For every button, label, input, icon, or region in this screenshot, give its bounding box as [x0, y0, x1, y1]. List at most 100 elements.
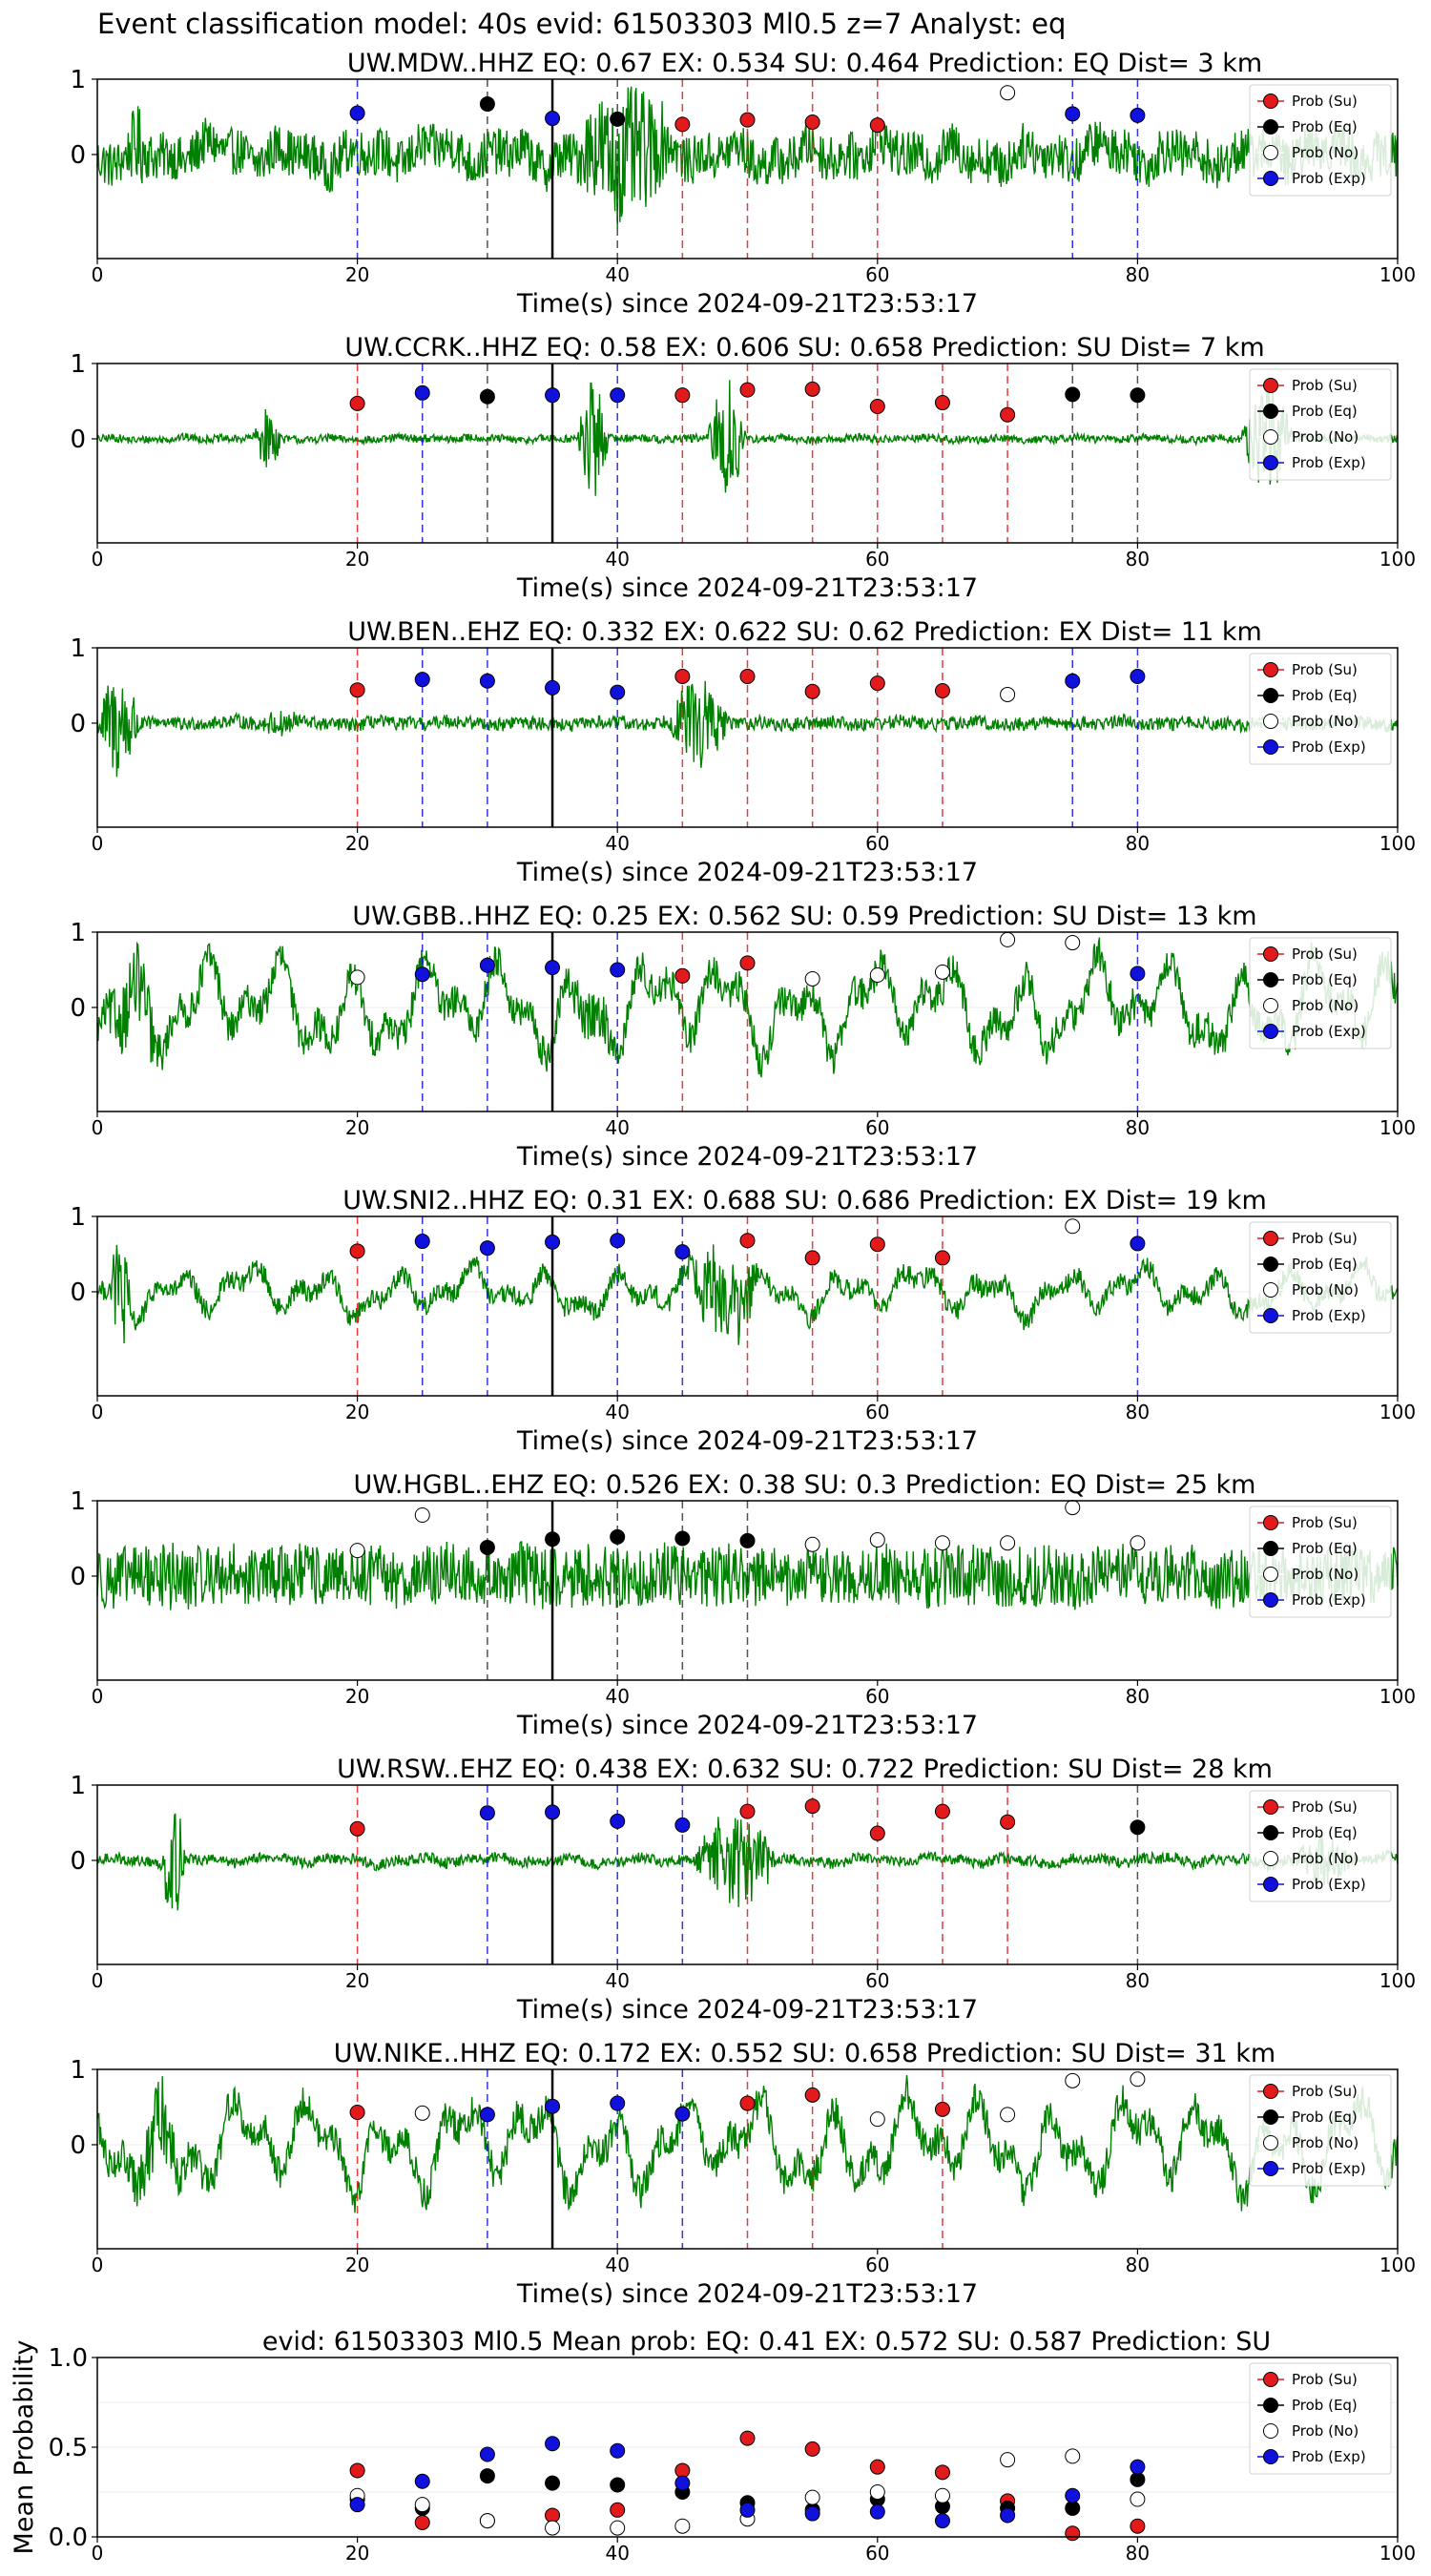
y-tick-label: 1.0: [49, 2344, 88, 2373]
panel-1-legend: [1249, 84, 1392, 197]
prob-marker-eq: [610, 111, 626, 127]
mean-panel-legend-label-no: Prob (No): [1292, 2422, 1358, 2440]
x-tick-label: 20: [345, 548, 369, 571]
x-tick-label: 80: [1126, 1969, 1150, 1992]
prob-marker-exp: [479, 2107, 495, 2123]
panel-5-legend-label-su: Prob (Su): [1292, 1230, 1358, 1247]
prob-marker-su: [1000, 1814, 1016, 1830]
mean-probability-panel: evid: 61503303 Ml0.5 Mean prob: EQ: 0.41…: [10, 2327, 1416, 2565]
panel-3-legend-label-eq: Prob (Eq): [1292, 687, 1358, 704]
panel-1-legend-marker-su: [1263, 93, 1278, 109]
panel-1-legend-label-exp: Prob (Exp): [1292, 170, 1366, 187]
panel-1-legend-marker-no: [1263, 145, 1278, 160]
station-panel-8: UW.NIKE..HHZ EQ: 0.172 EX: 0.552 SU: 0.6…: [70, 2039, 1416, 2309]
x-axis-label: Time(s) since 2024-09-21T23:53:17: [516, 2279, 978, 2309]
x-tick-label: 80: [1126, 2254, 1150, 2276]
panel-1-legend-label-su: Prob (Su): [1292, 93, 1358, 110]
prob-marker-su: [739, 382, 756, 398]
x-tick-label: 80: [1126, 2542, 1150, 2565]
prob-marker-su: [934, 1250, 950, 1266]
x-axis-label: Time(s) since 2024-09-21T23:53:17: [516, 1711, 978, 1740]
x-axis-label: Time(s) since 2024-09-21T23:53:17: [516, 573, 978, 603]
prob-marker-no: [869, 967, 885, 984]
x-tick-label: 100: [1379, 1969, 1416, 1992]
prob-marker-su: [739, 1803, 756, 1819]
mean-marker-eq: [479, 2468, 495, 2484]
prob-marker-su: [349, 1243, 365, 1259]
prob-marker-exp: [1130, 1236, 1146, 1252]
prob-marker-su: [804, 381, 820, 397]
panel-8-legend-marker-exp: [1263, 2161, 1278, 2176]
x-tick-label: 20: [345, 1685, 369, 1708]
x-tick-label: 20: [345, 832, 369, 855]
prob-marker-eq: [1130, 1819, 1146, 1836]
panel-title: UW.BEN..EHZ EQ: 0.332 EX: 0.622 SU: 0.62…: [347, 617, 1262, 647]
prob-marker-exp: [545, 960, 561, 976]
mean-marker-no: [610, 2520, 626, 2536]
prob-marker-exp: [545, 679, 561, 696]
waveform-trace: [96, 1813, 1399, 1911]
panel-7-legend-label-no: Prob (No): [1292, 1850, 1358, 1867]
prob-marker-su: [739, 2095, 756, 2111]
y-tick-label: 0: [70, 1847, 86, 1876]
prob-marker-eq: [739, 1532, 756, 1548]
prob-marker-eq: [479, 388, 495, 405]
mean-marker-su: [610, 2502, 626, 2518]
x-tick-label: 100: [1379, 1401, 1416, 1423]
panel-6-legend-marker-exp: [1263, 1592, 1278, 1608]
panel-title: UW.CCRK..HHZ EQ: 0.58 EX: 0.606 SU: 0.65…: [344, 333, 1264, 363]
x-tick-label: 0: [92, 1401, 104, 1423]
mean-marker-su: [739, 2430, 756, 2446]
mean-panel-legend-marker-su: [1263, 2372, 1278, 2387]
prob-marker-su: [869, 399, 885, 415]
plot-frame: [96, 1500, 1399, 1681]
prob-marker-su: [934, 395, 950, 411]
x-tick-label: 40: [605, 1969, 629, 1992]
panel-title: UW.NIKE..HHZ EQ: 0.172 EX: 0.552 SU: 0.6…: [334, 2039, 1275, 2068]
prob-marker-exp: [414, 384, 430, 401]
y-tick-label: 0: [70, 2131, 86, 2160]
mean-marker-su: [414, 2514, 430, 2530]
panel-5-legend: [1249, 1221, 1392, 1334]
prob-marker-su: [674, 669, 691, 685]
prob-marker-su: [804, 683, 820, 699]
x-tick-label: 60: [865, 2542, 889, 2565]
x-axis-label: Time(s) since 2024-09-21T23:53:17: [516, 1426, 978, 1456]
panel-6-legend-label-no: Prob (No): [1292, 1566, 1358, 1583]
prob-marker-no: [804, 1536, 820, 1552]
panel-4-legend-marker-su: [1263, 946, 1278, 962]
prob-marker-no: [349, 1543, 365, 1559]
prob-marker-su: [739, 112, 756, 128]
panel-7-legend-marker-no: [1263, 1851, 1278, 1866]
x-tick-label: 60: [865, 548, 889, 571]
panel-1-legend-label-eq: Prob (Eq): [1292, 118, 1358, 135]
prob-marker-no: [1130, 1535, 1146, 1551]
x-tick-label: 20: [345, 1401, 369, 1423]
x-tick-label: 80: [1126, 1685, 1150, 1708]
mean-marker-exp: [1065, 2487, 1081, 2503]
prob-marker-exp: [610, 962, 626, 978]
y-tick-label: 1: [70, 2056, 86, 2085]
panel-4-legend-label-su: Prob (Su): [1292, 945, 1358, 963]
prob-marker-no: [1065, 2072, 1081, 2088]
prob-marker-no: [1130, 2071, 1146, 2088]
panel-5-legend-label-no: Prob (No): [1292, 1281, 1358, 1298]
prob-marker-no: [349, 969, 365, 986]
y-tick-label: 0: [70, 1278, 86, 1307]
panel-4-legend-marker-exp: [1263, 1024, 1278, 1039]
prob-marker-eq: [1130, 387, 1146, 404]
panel-1-legend-label-no: Prob (No): [1292, 144, 1358, 161]
x-tick-label: 80: [1126, 548, 1150, 571]
mean-marker-exp: [869, 2503, 885, 2520]
y-tick-label: 0.0: [49, 2524, 88, 2552]
panel-5-legend-label-eq: Prob (Eq): [1292, 1256, 1358, 1273]
panel-8-legend-label-eq: Prob (Eq): [1292, 2109, 1358, 2126]
mean-marker-su: [1065, 2525, 1081, 2542]
panel-6-legend-label-exp: Prob (Exp): [1292, 1591, 1366, 1609]
mean-marker-exp: [804, 2505, 820, 2522]
prob-marker-no: [1000, 85, 1016, 101]
panel-3-legend-marker-su: [1263, 662, 1278, 677]
mean-marker-no: [1130, 2491, 1146, 2507]
prob-marker-no: [1000, 1535, 1016, 1551]
mean-marker-su: [1130, 2518, 1146, 2534]
